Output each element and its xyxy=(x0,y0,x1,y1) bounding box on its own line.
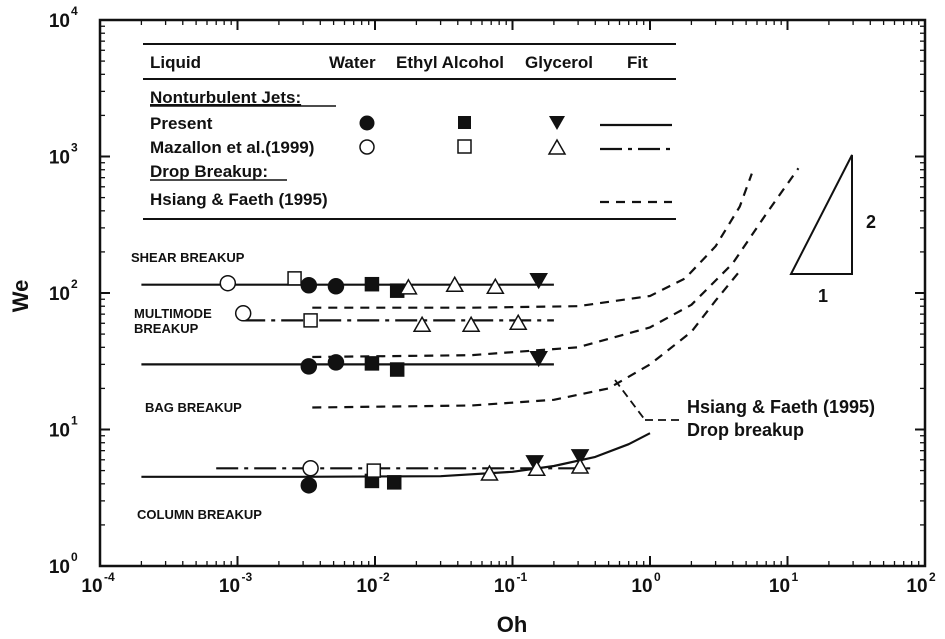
legend-marker-present-glycerol xyxy=(549,116,565,130)
legend-header-glycerol: Glycerol xyxy=(525,53,593,72)
legend-marker-present-ethyl xyxy=(458,116,471,129)
y-tick-label: 10 xyxy=(49,11,70,32)
data-point-circle xyxy=(327,278,345,295)
regime-column: COLUMN BREAKUP xyxy=(137,507,262,522)
legend-group-drop: Drop Breakup: xyxy=(150,162,268,181)
x-tick-label: 10 xyxy=(631,576,652,597)
data-point-circle xyxy=(219,274,237,292)
data-point-square xyxy=(303,313,318,328)
y-tick-exponent: 2 xyxy=(71,277,78,291)
annotation-leader-1 xyxy=(614,379,646,421)
legend-marker-mazallon-ethyl xyxy=(457,139,472,154)
annotation-line-1: Hsiang & Faeth (1995) xyxy=(687,397,875,417)
legend-hsiang: Hsiang & Faeth (1995) xyxy=(150,190,328,209)
data-point-triangle-up xyxy=(412,315,432,333)
slope-rise-label: 2 xyxy=(866,212,876,232)
legend-header-water: Water xyxy=(329,53,376,72)
slope-triangle: 2 1 xyxy=(789,154,876,306)
data-markers xyxy=(219,271,590,494)
legend-marker-present-water xyxy=(359,115,375,131)
y-tick-label: 10 xyxy=(49,284,70,305)
x-tick-label: 10 xyxy=(356,576,377,597)
data-point-circle xyxy=(327,354,345,371)
fit-line xyxy=(312,167,800,359)
x-tick-exponent: 1 xyxy=(792,570,799,584)
legend-marker-mazallon-water xyxy=(359,139,375,155)
legend-marker-mazallon-glycerol xyxy=(547,138,567,155)
legend-mazallon: Mazallon et al.(1999) xyxy=(150,138,314,157)
data-point-square xyxy=(287,271,302,286)
fit-line xyxy=(312,173,753,309)
data-point-triangle-down xyxy=(529,272,548,290)
y-tick-label: 10 xyxy=(49,421,70,442)
data-point-circle xyxy=(300,358,318,375)
data-point-triangle-up xyxy=(486,277,505,295)
data-point-triangle-down xyxy=(570,449,590,466)
x-tick-exponent: 0 xyxy=(654,570,661,584)
data-point-triangle-up xyxy=(461,315,481,333)
data-point-triangle-down xyxy=(529,350,548,368)
x-tick-exponent: 2 xyxy=(929,570,936,584)
data-point-triangle-up xyxy=(508,313,528,331)
legend-header-fit: Fit xyxy=(627,53,648,72)
slope-triangle-shape xyxy=(789,154,853,275)
data-point-circle xyxy=(300,477,318,494)
y-tick-exponent: 3 xyxy=(71,141,78,155)
data-point-square xyxy=(364,276,380,292)
data-point-circle xyxy=(300,276,318,294)
legend-group-nonturbulent: Nonturbulent Jets: xyxy=(150,88,301,107)
legend-header-ethyl: Ethyl Alcohol xyxy=(396,53,504,72)
x-tick-label: 10 xyxy=(769,576,790,597)
y-tick-exponent: 4 xyxy=(71,4,78,18)
data-point-triangle-up xyxy=(527,459,547,477)
legend-header-liquid: Liquid xyxy=(150,53,201,72)
y-axis-title: We xyxy=(8,280,33,313)
regime-bag: BAG BREAKUP xyxy=(145,400,242,415)
data-point-triangle-up xyxy=(480,464,499,481)
regime-multimode-1: MULTIMODE xyxy=(134,306,212,321)
data-point-triangle-up xyxy=(570,457,590,474)
data-point-circle xyxy=(302,460,319,477)
data-point-square xyxy=(364,356,380,371)
legend: Liquid Water Ethyl Alcohol Glycerol Fit … xyxy=(143,43,676,220)
y-tick-label: 10 xyxy=(49,557,70,578)
y-tick-exponent: 0 xyxy=(71,550,78,564)
y-tick-label: 10 xyxy=(49,148,70,169)
slope-run-label: 1 xyxy=(818,286,828,306)
x-tick-label: 10 xyxy=(494,576,515,597)
y-tick-exponent: 1 xyxy=(71,414,78,428)
x-axis-title: Oh xyxy=(497,612,528,637)
data-point-triangle-down xyxy=(525,455,544,472)
fit-line xyxy=(312,270,741,409)
data-point-triangle-up xyxy=(399,278,418,295)
data-point-square xyxy=(389,362,405,377)
x-tick-label: 10 xyxy=(219,576,240,597)
x-tick-exponent: -3 xyxy=(242,570,253,584)
x-tick-exponent: -4 xyxy=(104,570,115,584)
axis-ticks: 10 -4 10 -3 10 -2 10 -1 10 0 10 1 10 210 010 110 210 310 4 xyxy=(49,4,936,597)
drop-breakup-annotation: Hsiang & Faeth (1995) Drop breakup xyxy=(614,379,875,440)
annotation-line-2: Drop breakup xyxy=(687,420,804,440)
x-tick-label: 10 xyxy=(81,576,102,597)
legend-present: Present xyxy=(150,114,213,133)
data-point-circle xyxy=(234,305,252,322)
x-tick-exponent: -1 xyxy=(517,570,528,584)
data-point-square xyxy=(386,475,402,490)
x-tick-exponent: -2 xyxy=(379,570,390,584)
data-point-square xyxy=(366,463,382,478)
x-tick-label: 10 xyxy=(906,576,927,597)
regime-multimode-2: BREAKUP xyxy=(134,321,199,336)
data-point-triangle-up xyxy=(445,275,465,292)
regime-shear: SHEAR BREAKUP xyxy=(131,250,245,265)
